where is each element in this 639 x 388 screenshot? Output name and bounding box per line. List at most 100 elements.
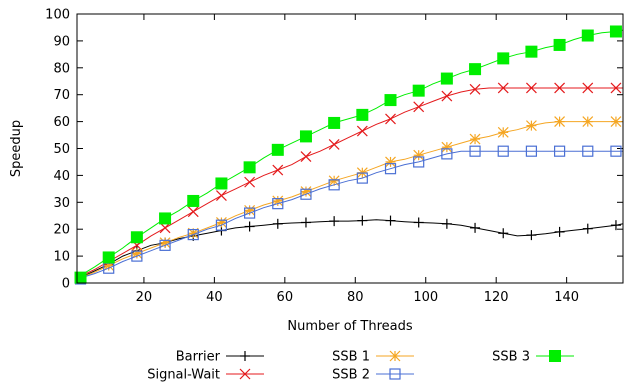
data-point-signal-wait (385, 113, 396, 125)
data-point-ssb-3 (187, 194, 200, 207)
data-point-barrier (554, 226, 565, 237)
data-point-signal-wait (356, 125, 368, 137)
data-point-ssb-2 (582, 145, 594, 157)
data-point-barrier (385, 215, 396, 226)
y-tick-label: 30 (53, 196, 70, 211)
data-point-signal-wait (610, 82, 622, 94)
data-point-ssb-2 (497, 145, 509, 157)
data-point-ssb-3 (299, 130, 312, 143)
series-signal-wait (75, 82, 623, 284)
data-point-ssb-2 (131, 250, 143, 262)
y-tick-label: 90 (53, 34, 70, 49)
legend-entry-barrier: Barrier (176, 350, 264, 365)
data-point-barrier (329, 216, 340, 227)
data-point-ssb-3 (581, 29, 594, 42)
x-tick-label: 120 (484, 290, 509, 305)
legend-swatch-marker (389, 350, 401, 362)
data-point-signal-wait (328, 139, 340, 150)
data-point-ssb-3 (469, 63, 482, 76)
data-point-ssb-3 (384, 94, 397, 107)
data-point-ssb-3 (497, 52, 510, 65)
data-point-ssb-2 (441, 148, 453, 160)
data-point-signal-wait (216, 190, 227, 201)
data-point-barrier (357, 215, 368, 226)
legend-label: Signal-Wait (147, 368, 220, 383)
y-tick-label: 100 (45, 8, 70, 23)
data-point-ssb-2 (525, 145, 538, 157)
data-point-ssb-3 (412, 84, 425, 97)
legend-label: SSB 3 (492, 350, 530, 365)
data-point-signal-wait (469, 83, 481, 95)
data-point-ssb-3 (356, 108, 369, 121)
data-point-ssb-1 (300, 186, 312, 197)
y-tick-label: 70 (53, 88, 70, 103)
legend-label: SSB 1 (332, 350, 370, 365)
y-tick-label: 80 (53, 61, 70, 76)
data-point-ssb-3 (102, 251, 115, 264)
data-point-signal-wait (244, 176, 256, 188)
series-ssb-1 (75, 116, 623, 285)
series-line-ssb-3 (76, 29, 624, 279)
data-point-ssb-1 (525, 120, 537, 132)
legend-swatch-marker (239, 368, 251, 380)
data-point-ssb-2 (272, 198, 284, 210)
y-tick-label: 0 (62, 277, 70, 292)
series-line-ssb-1 (76, 121, 623, 280)
series-line-signal-wait (76, 87, 623, 279)
data-point-barrier (441, 218, 452, 229)
y-tick-label: 40 (53, 169, 70, 184)
data-point-signal-wait (300, 151, 312, 162)
data-point-ssb-1 (469, 133, 481, 145)
y-tick-label: 60 (53, 115, 70, 130)
series-barrier (75, 215, 624, 284)
data-point-ssb-3 (243, 161, 256, 174)
x-tick-label: 80 (347, 290, 364, 305)
x-tick-label: 100 (413, 290, 438, 305)
data-point-barrier (470, 222, 481, 233)
data-point-ssb-3 (553, 38, 566, 51)
x-tick-label: 40 (206, 290, 223, 305)
data-point-signal-wait (413, 101, 425, 113)
data-point-barrier (582, 223, 593, 234)
x-tick-label: 60 (277, 290, 294, 305)
data-point-barrier (610, 220, 621, 231)
data-point-ssb-1 (610, 116, 622, 128)
data-point-signal-wait (582, 82, 594, 94)
legend-entry-ssb-2: SSB 2 (332, 368, 414, 383)
data-point-ssb-1 (272, 195, 284, 207)
data-point-ssb-2 (413, 156, 425, 168)
data-point-ssb-3 (130, 231, 143, 244)
legend-swatch-marker (240, 351, 250, 361)
data-point-ssb-1 (159, 237, 171, 249)
data-point-barrier (413, 217, 424, 228)
legend-label: Barrier (176, 350, 221, 365)
data-point-signal-wait (272, 164, 284, 176)
legend-entry-signal-wait: Signal-Wait (147, 368, 264, 383)
data-point-ssb-2 (215, 219, 228, 231)
y-axis-label: Speedup (9, 120, 24, 177)
data-point-ssb-3 (609, 25, 622, 38)
data-point-ssb-3 (440, 72, 453, 85)
data-point-ssb-1 (244, 204, 256, 216)
data-point-ssb-2 (159, 239, 171, 251)
data-point-ssb-2 (610, 145, 622, 157)
data-point-ssb-1 (413, 149, 425, 161)
x-tick-label: 140 (554, 290, 579, 305)
legend-label: SSB 2 (332, 368, 370, 383)
series-ssb-3 (74, 25, 624, 284)
data-point-signal-wait (497, 82, 509, 94)
legend-swatch-marker (549, 350, 561, 362)
data-point-ssb-3 (328, 116, 341, 129)
data-point-ssb-1 (582, 116, 594, 128)
data-point-signal-wait (554, 82, 566, 94)
data-point-barrier (526, 230, 537, 241)
legend-entry-ssb-1: SSB 1 (332, 350, 414, 365)
data-point-signal-wait (159, 222, 171, 234)
data-point-signal-wait (187, 206, 199, 218)
x-tick-label: 20 (136, 290, 153, 305)
legend: Barrier Signal-Wait SSB 1 SSB 2 SSB 3 (147, 350, 574, 383)
series-line-ssb-2 (76, 150, 623, 280)
data-point-ssb-2 (244, 207, 256, 219)
data-point-ssb-2 (187, 228, 199, 241)
axes: 0 10 20 30 40 50 60 70 80 90 100 20 40 60 80 100 120 140 (45, 8, 623, 305)
